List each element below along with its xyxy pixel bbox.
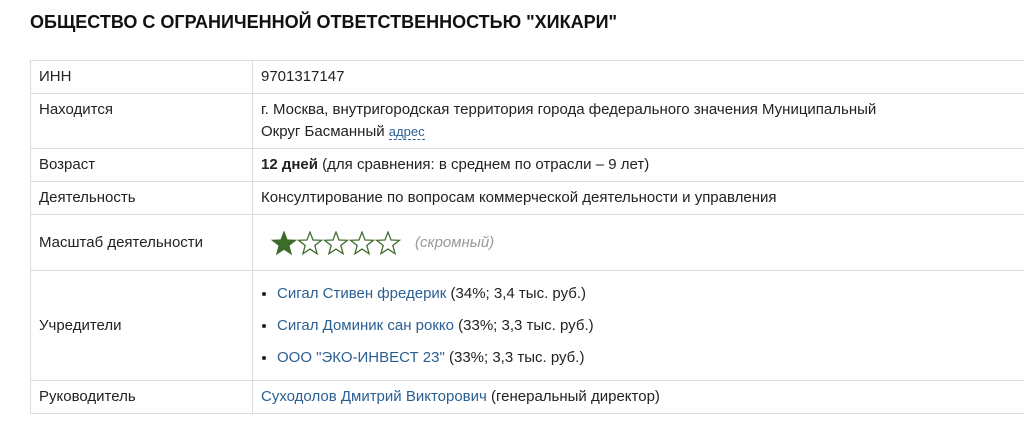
row-label: Деятельность	[30, 181, 253, 215]
row-age: Возраст 12 дней (для сравнения: в средне…	[30, 148, 1024, 182]
age-comparison: (для сравнения: в среднем по отрасли – 9…	[318, 156, 650, 173]
page-title: ОБЩЕСТВО С ОГРАНИЧЕННОЙ ОТВЕТСТВЕННОСТЬЮ…	[30, 12, 618, 32]
row-label: Масштаб деятельности	[30, 214, 253, 271]
row-scale: Масштаб деятельности (скромный)	[30, 214, 1024, 271]
address-value: г. Москва, внутригородская территория го…	[261, 101, 877, 140]
founder-link[interactable]: ООО "ЭКО-ИНВЕСТ 23"	[277, 348, 445, 366]
founder-share: (33%; 3,3 тыс. руб.)	[453, 316, 594, 334]
founder-link[interactable]: Сигал Доминик сан рокко	[277, 316, 454, 334]
row-label: Возраст	[30, 148, 253, 182]
founders-list: Сигал Стивен фредерик (34%; 3,4 тыс. руб…	[261, 278, 1022, 374]
star-empty-icon	[349, 230, 375, 255]
row-founders: Учредители Сигал Стивен фредерик (34%; 3…	[30, 270, 1024, 381]
director-role: (генеральный директор)	[486, 388, 660, 405]
scale-note: (скромный)	[415, 233, 495, 251]
row-label: ИНН	[30, 60, 253, 94]
director-link[interactable]: Суходолов Дмитрий Викторович	[261, 388, 487, 405]
star-empty-icon	[323, 230, 349, 255]
founder-share: (33%; 3,3 тыс. руб.)	[444, 348, 585, 366]
star-empty-icon	[375, 230, 401, 255]
age-value: 12 дней	[261, 156, 318, 173]
row-label: Руководитель	[30, 380, 253, 414]
founder-share: (34%; 3,4 тыс. руб.)	[446, 284, 586, 302]
address-link[interactable]: адрес	[388, 124, 425, 140]
company-info-table: ИНН 9701317147 Находится г. Москва, внут…	[30, 60, 1024, 414]
row-head: Руководитель Суходолов Дмитрий Викторови…	[30, 380, 1024, 414]
list-item: Сигал Доминик сан рокко (33%; 3,3 тыс. р…	[277, 310, 1022, 342]
row-location: Находится г. Москва, внутригородская тер…	[30, 93, 1024, 149]
activity-value: Консултирование по вопросам коммерческой…	[252, 181, 1024, 215]
row-activity: Деятельность Консултирование по вопросам…	[30, 181, 1024, 215]
star-filled-icon	[271, 230, 297, 255]
rating-stars	[271, 230, 401, 255]
list-item: ООО "ЭКО-ИНВЕСТ 23" (33%; 3,3 тыс. руб.)	[277, 342, 1022, 374]
row-label: Учредители	[30, 270, 253, 381]
founder-link[interactable]: Сигал Стивен фредерик	[277, 284, 447, 302]
star-empty-icon	[297, 230, 323, 255]
row-inn: ИНН 9701317147	[30, 60, 1024, 94]
list-item: Сигал Стивен фредерик (34%; 3,4 тыс. руб…	[277, 278, 1022, 310]
inn-value: 9701317147	[252, 60, 1024, 94]
row-label: Находится	[30, 93, 253, 149]
